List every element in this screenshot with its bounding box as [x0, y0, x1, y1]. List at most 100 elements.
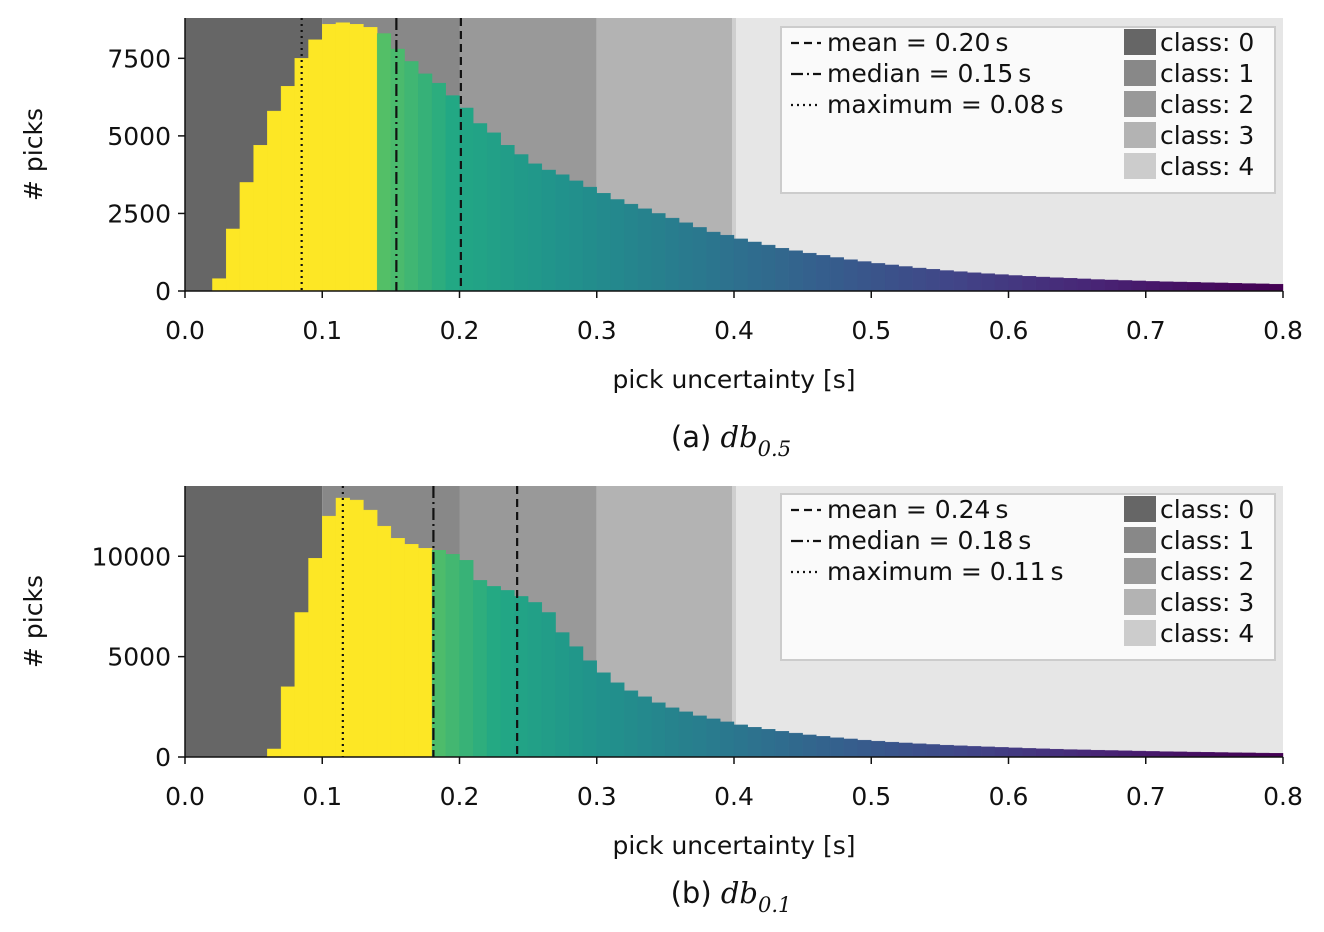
histogram-bar — [871, 740, 886, 758]
histogram-bar — [486, 586, 501, 758]
legend-label: maximum = 0.08 s — [827, 90, 1064, 119]
y-tick-label: 2500 — [107, 199, 171, 228]
histogram-bar — [308, 39, 323, 292]
y-tick-label: 5000 — [107, 122, 171, 151]
histogram-bar — [280, 686, 296, 758]
histogram-bar — [404, 61, 419, 292]
legend-class-label: class: 3 — [1160, 121, 1254, 150]
histogram-bar — [774, 731, 790, 758]
histogram-bar — [390, 48, 405, 292]
x-tick-label: 0.7 — [1126, 782, 1166, 811]
x-tick-label: 0.1 — [302, 316, 342, 345]
y-tick-label: 5000 — [107, 643, 171, 672]
histogram-bar — [802, 734, 817, 758]
histogram-bar — [445, 95, 460, 292]
histogram-bar — [898, 266, 913, 292]
histogram-bar — [1035, 276, 1050, 292]
x-tick-label: 0.6 — [989, 782, 1029, 811]
histogram-bar — [720, 234, 735, 292]
histogram-bar — [1186, 282, 1201, 292]
legend-class-label: class: 0 — [1160, 28, 1254, 57]
histogram-bar — [596, 672, 611, 758]
histogram-bar — [349, 24, 364, 292]
histogram-bar — [939, 744, 954, 758]
caption-main: db — [721, 876, 758, 910]
y-axis-label: # picks — [19, 575, 48, 668]
caption-prefix: (b) — [671, 876, 721, 910]
legend-class-swatch — [1124, 29, 1156, 55]
legend-class-label: class: 2 — [1160, 557, 1254, 586]
histogram-bar — [253, 144, 268, 292]
histogram-bar — [1172, 751, 1188, 758]
histogram-bar — [431, 82, 446, 292]
caption-subscript: 0.1 — [758, 893, 791, 917]
histogram-bar — [761, 244, 776, 292]
histogram-bar — [939, 270, 954, 292]
histogram-bar — [1022, 748, 1037, 758]
histogram-bar — [212, 278, 227, 292]
histogram-bar — [912, 267, 927, 292]
histogram-bar — [692, 227, 707, 292]
histogram-bar — [1035, 748, 1050, 758]
x-tick-label: 0.4 — [714, 316, 754, 345]
y-tick-label: 7500 — [107, 44, 171, 73]
legend-class-swatch — [1124, 558, 1156, 584]
histogram-bar — [1090, 749, 1105, 758]
chart-panel-a: 0.0 0.1 0.2 0.3 0.4 0.5 0.6 0.7 0.8 0 2500 5000 7500… — [19, 18, 1303, 461]
histogram-bar — [225, 228, 241, 292]
histogram-bar — [624, 690, 639, 758]
legend-class-swatch — [1124, 620, 1156, 646]
histogram-bar — [363, 27, 378, 292]
y-tick-label: 0 — [155, 743, 171, 772]
histogram-bar — [1214, 282, 1229, 292]
x-tick-label: 0.8 — [1263, 316, 1303, 345]
histogram-bar — [829, 737, 845, 758]
histogram-bar — [1008, 747, 1023, 758]
histogram-bar — [569, 646, 584, 758]
histogram-bar — [953, 271, 968, 292]
histogram-bar — [1172, 281, 1188, 292]
histogram-bar — [527, 163, 543, 292]
histogram-bar — [1131, 280, 1146, 292]
x-tick-label: 0.5 — [851, 316, 891, 345]
histogram-bar — [1269, 283, 1284, 292]
histogram-bar — [390, 537, 405, 758]
histogram-bar — [802, 252, 817, 292]
x-tick-label: 0.2 — [440, 316, 480, 345]
x-axis-label: pick uncertainty [s] — [612, 365, 855, 394]
legend-class-swatch — [1124, 589, 1156, 615]
histogram-bar — [1200, 282, 1215, 292]
histogram-bar — [1104, 279, 1119, 292]
histogram-bar — [1159, 281, 1174, 292]
x-tick-label: 0.3 — [577, 782, 617, 811]
histogram-bar — [1049, 748, 1064, 758]
histogram-bar — [1159, 751, 1174, 758]
legend-label: mean = 0.20 s — [827, 28, 1008, 57]
histogram-bar — [637, 696, 652, 758]
histogram-bar — [500, 144, 515, 292]
histogram-bar — [541, 612, 556, 758]
histogram-bar — [898, 742, 913, 758]
y-tick-label: 10000 — [91, 542, 171, 571]
histogram-bar — [925, 269, 941, 292]
histogram-bar — [1255, 283, 1270, 292]
histogram-bar — [733, 238, 748, 292]
legend-label: mean = 0.24 s — [827, 495, 1008, 524]
x-tick-label: 0.0 — [165, 782, 205, 811]
histogram-bar — [651, 213, 666, 292]
histogram-bar — [747, 727, 762, 758]
histogram-bar — [665, 217, 680, 292]
legend-class-swatch — [1124, 527, 1156, 553]
histogram-bar — [486, 132, 501, 292]
histogram-bar — [555, 174, 570, 292]
histogram-bar — [994, 747, 1009, 758]
histogram-bar — [816, 736, 831, 758]
legend-class-swatch — [1124, 60, 1156, 86]
histogram-bar — [1008, 275, 1023, 292]
histogram-bar — [1090, 279, 1105, 292]
histogram-bar — [1118, 750, 1133, 758]
histogram-bar — [1241, 283, 1256, 292]
chart-panel-b: 0.0 0.1 0.2 0.3 0.4 0.5 0.6 0.7 0.8 0 5000 10000 pic… — [19, 486, 1303, 917]
histogram-bar — [404, 544, 419, 758]
histogram-bar — [596, 193, 611, 292]
